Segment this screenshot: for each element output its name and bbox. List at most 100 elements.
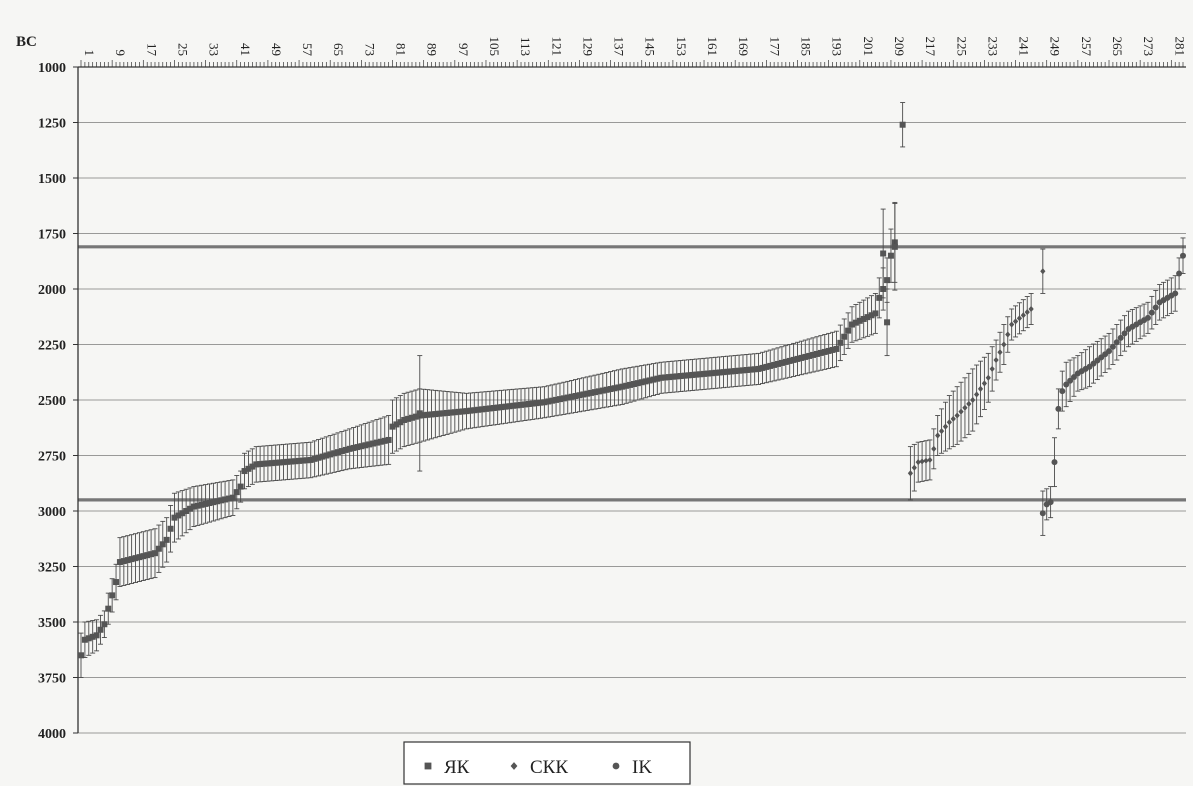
- data-series: [78, 102, 1186, 678]
- data-point: [537, 399, 544, 406]
- data-point: [942, 423, 949, 430]
- data-point: [486, 405, 493, 412]
- data-point: [510, 762, 518, 770]
- data-point: [806, 352, 813, 359]
- data-point: [132, 555, 139, 562]
- x-tick-label: 225: [954, 37, 969, 57]
- x-tick-label: 41: [238, 43, 253, 56]
- data-point: [872, 310, 879, 317]
- data-point: [222, 496, 229, 503]
- data-point: [210, 499, 217, 506]
- x-tick-label: 97: [456, 43, 471, 57]
- data-point: [891, 243, 898, 250]
- data-point: [662, 374, 669, 381]
- data-point: [105, 605, 112, 612]
- data-point: [319, 453, 326, 460]
- data-point: [545, 398, 552, 405]
- data-point: [288, 458, 295, 465]
- data-point: [981, 380, 988, 387]
- data-point: [771, 361, 778, 368]
- x-tick-label: 9: [113, 50, 128, 57]
- data-point: [261, 460, 268, 467]
- data-point: [829, 346, 836, 353]
- x-tick-label: 137: [612, 37, 627, 57]
- data-point: [689, 371, 696, 378]
- data-point: [144, 552, 151, 559]
- data-point: [202, 500, 209, 507]
- data-point: [1051, 459, 1058, 466]
- data-point: [233, 489, 240, 496]
- data-point: [642, 378, 649, 385]
- legend-label: IK: [632, 757, 652, 778]
- data-point: [798, 354, 805, 361]
- y-tick-label: 3000: [38, 505, 66, 520]
- data-point: [556, 396, 563, 403]
- data-point: [311, 455, 318, 462]
- data-point: [163, 536, 170, 543]
- data-point: [436, 410, 443, 417]
- y-tick-label: 1250: [38, 117, 66, 132]
- data-point: [167, 525, 174, 532]
- data-point: [887, 252, 894, 259]
- data-point: [794, 355, 801, 362]
- data-point: [852, 319, 859, 326]
- data-point: [268, 460, 275, 467]
- data-point: [615, 384, 622, 391]
- legend-box: [403, 741, 691, 785]
- data-point: [778, 359, 785, 366]
- data-point: [553, 396, 560, 403]
- data-point: [148, 551, 155, 558]
- data-point: [296, 457, 303, 464]
- data-point: [607, 386, 614, 393]
- data-point: [303, 457, 310, 464]
- data-point: [502, 403, 509, 410]
- data-point: [401, 416, 408, 423]
- data-point: [1024, 308, 1030, 316]
- data-point: [358, 443, 365, 450]
- data-point: [833, 345, 840, 352]
- legend-items: ЯК СКК IK: [424, 757, 652, 778]
- data-point: [755, 365, 762, 372]
- data-point: [432, 411, 439, 418]
- data-point: [272, 459, 279, 466]
- data-point: [884, 319, 891, 326]
- y-tick-label: 3750: [38, 672, 66, 687]
- data-point: [817, 349, 824, 356]
- data-point: [81, 636, 88, 643]
- data-point: [603, 386, 610, 393]
- data-point: [518, 401, 525, 408]
- data-point: [331, 450, 338, 457]
- data-point: [101, 621, 108, 628]
- data-point: [802, 353, 809, 360]
- data-point: [911, 464, 917, 471]
- data-point: [444, 409, 451, 416]
- data-point: [490, 404, 497, 411]
- data-point: [701, 370, 708, 377]
- data-point: [1180, 252, 1186, 259]
- x-tick-label: 105: [487, 37, 502, 57]
- data-point: [786, 357, 793, 364]
- data-point: [950, 415, 956, 422]
- data-point: [292, 458, 299, 465]
- data-point: [346, 445, 353, 452]
- data-point: [428, 411, 435, 418]
- x-tick-label: 169: [736, 37, 751, 57]
- data-point: [938, 427, 945, 435]
- data-point: [1117, 334, 1124, 341]
- x-tick-label: 49: [269, 43, 284, 56]
- x-tick-label: 73: [362, 43, 377, 56]
- data-point: [1063, 381, 1070, 388]
- data-point: [327, 451, 334, 458]
- data-point: [408, 414, 415, 421]
- data-point: [416, 410, 423, 417]
- data-point: [455, 408, 462, 415]
- data-point: [681, 372, 688, 379]
- x-tick-label: 193: [830, 37, 845, 57]
- y-tick-label: 3500: [38, 616, 66, 631]
- x-tick-label: 209: [892, 37, 907, 57]
- data-point: [459, 408, 466, 415]
- data-point: [677, 373, 684, 380]
- x-tick-label: 17: [144, 43, 159, 57]
- data-point: [568, 393, 575, 400]
- data-point: [284, 458, 291, 465]
